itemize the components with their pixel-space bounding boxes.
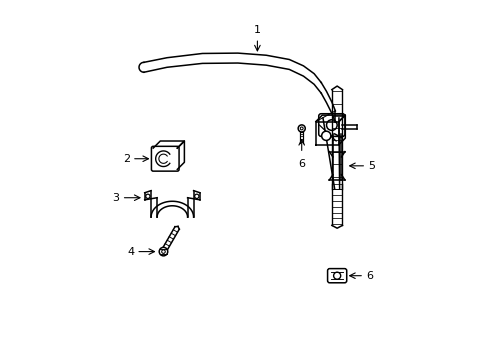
Circle shape <box>162 250 165 253</box>
Circle shape <box>195 194 199 198</box>
Text: 1: 1 <box>254 25 261 35</box>
Text: 4: 4 <box>127 247 134 257</box>
Circle shape <box>146 194 150 198</box>
FancyBboxPatch shape <box>318 114 345 136</box>
Circle shape <box>321 131 331 140</box>
Circle shape <box>300 127 303 130</box>
Text: 6: 6 <box>366 271 373 281</box>
Circle shape <box>298 125 305 132</box>
Text: 6: 6 <box>298 158 305 168</box>
Circle shape <box>334 272 341 279</box>
FancyBboxPatch shape <box>328 269 347 283</box>
Circle shape <box>326 120 337 130</box>
Text: 3: 3 <box>112 193 119 203</box>
Circle shape <box>159 247 168 256</box>
FancyBboxPatch shape <box>151 146 179 171</box>
Text: 2: 2 <box>123 154 130 164</box>
Text: 5: 5 <box>368 161 375 171</box>
